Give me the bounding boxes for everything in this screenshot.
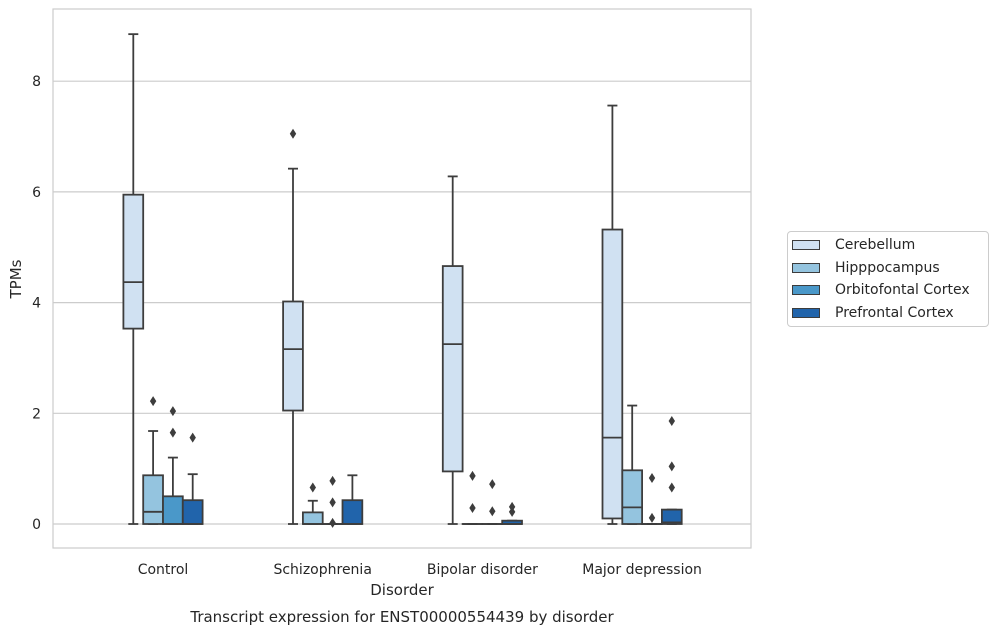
outlier-point: [668, 461, 675, 472]
outlier-point: [329, 475, 336, 486]
legend-label: Orbitofontal Cortex: [835, 282, 970, 298]
box-body: [282, 300, 304, 412]
legend: Cerebellum Hipppocampus Orbitofontal Corte…: [787, 231, 989, 327]
box-body: [142, 474, 164, 525]
box-cerebellum: [122, 33, 145, 525]
legend-item: Hipppocampus: [792, 258, 940, 278]
outlier-point: [469, 502, 476, 513]
legend-swatch: [792, 307, 820, 318]
outlier-point: [648, 473, 656, 484]
x-tick-labels: Control Schizophrenia Bipolar disorder Majo…: [138, 562, 702, 578]
outlier-point: [329, 497, 336, 508]
box-hipppocampus: [461, 470, 484, 525]
legend-item: Orbitofontal Cortex: [792, 280, 970, 300]
outlier-point: [289, 128, 297, 139]
box-orbitofontal-cortex: [162, 406, 184, 525]
y-tick-label: 4: [32, 296, 41, 312]
box-orbitofontal-cortex: [641, 473, 663, 525]
y-tick-label: 8: [32, 74, 41, 90]
legend-label: Cerebellum: [835, 237, 916, 253]
outlier-point: [508, 506, 516, 517]
box-hipppocampus: [621, 404, 643, 525]
legend-swatch: [792, 262, 820, 273]
box-body: [621, 469, 643, 525]
box-cerebellum: [282, 128, 304, 525]
legend-swatch: [792, 240, 820, 250]
box-orbitofontal-cortex: [481, 479, 504, 525]
box-body: [162, 495, 184, 525]
y-tick-label: 0: [32, 517, 41, 533]
box-cerebellum: [601, 104, 624, 525]
x-tick-label: Control: [138, 562, 189, 578]
box-prefrontal-cortex: [341, 474, 364, 525]
outlier-point: [189, 432, 196, 443]
outlier-point: [668, 482, 675, 493]
box-hipppocampus: [301, 482, 324, 525]
box-body: [341, 499, 364, 525]
outlier-point: [489, 506, 496, 517]
x-tick-label: Bipolar disorder: [427, 562, 538, 578]
x-tick-label: Schizophrenia: [273, 562, 371, 578]
outlier-point: [329, 517, 336, 528]
legend-label: Hipppocampus: [835, 259, 940, 276]
box-cerebellum: [441, 175, 464, 525]
box-prefrontal-cortex: [661, 416, 683, 525]
legend-item: Prefrontal Cortex: [792, 303, 954, 323]
outlier-point: [309, 482, 316, 493]
box-prefrontal-cortex: [181, 432, 204, 525]
box-body: [301, 511, 324, 525]
y-axis-label: TPMs: [7, 259, 25, 299]
outlier-point: [169, 406, 177, 417]
outlier-point: [469, 470, 476, 481]
outlier-point: [169, 427, 177, 438]
grid-lines: [53, 80, 751, 525]
plot-frame: [52, 8, 752, 549]
legend-label: Prefrontal Cortex: [835, 304, 954, 321]
outlier-point: [149, 396, 157, 407]
box-orbitofontal-cortex: [321, 475, 344, 528]
box-prefrontal-cortex: [501, 501, 523, 525]
box-hipppocampus: [142, 396, 164, 525]
box-body: [601, 228, 624, 520]
box-body: [441, 265, 464, 473]
outlier-point: [668, 416, 675, 427]
y-tick-label: 2: [32, 406, 41, 422]
y-tick-labels: 0 2 4 6 8: [32, 74, 41, 533]
legend-item: Cerebellum: [792, 235, 915, 255]
outlier-point: [489, 479, 496, 490]
box-body: [181, 499, 204, 525]
boxes: [122, 33, 683, 528]
box-body: [661, 508, 683, 525]
x-tick-label: Major depression: [582, 562, 702, 578]
box-body: [122, 193, 145, 330]
x-axis-label: Disorder: [370, 581, 434, 599]
legend-swatch: [792, 285, 820, 295]
outlier-point: [648, 512, 656, 523]
y-tick-label: 6: [32, 185, 41, 201]
chart-caption: Transcript expression for ENST0000055443…: [189, 608, 614, 626]
